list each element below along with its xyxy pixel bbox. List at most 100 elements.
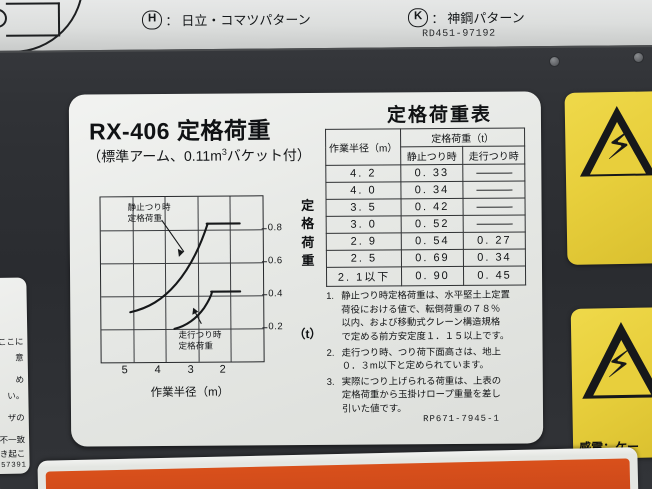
pattern-diagram-outline (0, 0, 85, 53)
cell-travel-load: 0. 34 (463, 248, 526, 267)
left-decal-line: ザの (7, 412, 25, 423)
note-number: 3. (326, 375, 335, 387)
col-header-static: 静止つり時 (400, 146, 463, 165)
cell-travel-load (462, 180, 526, 199)
cell-static-load: 0. 52 (401, 215, 464, 233)
warning-decal-bottom: ⚡ 感電；ケー (570, 307, 652, 459)
empty-value-dash (475, 172, 512, 174)
y-axis-unit: （t） (293, 326, 322, 342)
cell-static-load: 0. 34 (400, 181, 464, 199)
shock-triangle-icon (580, 321, 652, 399)
plate-part-code: RD451-97192 (422, 28, 496, 41)
warning-decal-top: ⚡ 警告 (564, 91, 652, 265)
table-row: 2. 5 0. 69 0. 34 (326, 248, 526, 268)
col-header-radius: 作業半径（m） (325, 128, 401, 166)
annotation-static-load: 静止つり時 定格荷重 (127, 201, 171, 224)
pattern-diagram-circle (0, 8, 8, 28)
leader-arrow-travel (192, 307, 199, 315)
x-tick-3: 2 (219, 363, 226, 376)
col-header-travel: 走行つり時 (462, 145, 525, 165)
left-decal-line: い。 (7, 390, 25, 401)
left-decal-line: 意 (15, 352, 24, 363)
left-partial-decal: ここに 意 め い。 ザの 不一致 き起こ 1-57391 (0, 277, 30, 475)
pattern-separator: ： (431, 10, 445, 27)
cell-static-load: 0. 33 (400, 164, 463, 182)
bolt-fastener (633, 52, 644, 63)
note-text: 走行つり時、つり荷下面高さは、地上 ０．３m以下と定められています。 (342, 344, 535, 373)
chart-curves (129, 219, 242, 330)
col-header-group: 定格荷重（t） (400, 127, 525, 147)
model-subtitle-post: バケット付） (226, 146, 311, 164)
y-axis-label: 定 格 荷 重 (300, 197, 315, 269)
notes-list: 1. 静止つり時定格荷重は、水平堅土上定置 荷役における値で、転倒荷重の７８％ 以内、… (326, 287, 535, 417)
bolt-fastener (549, 56, 560, 67)
empty-value-dash (476, 206, 513, 208)
pattern-key-k: K (407, 8, 429, 27)
model-subtitle-pre: （標準アーム、0.11m (87, 147, 222, 165)
cell-radius: 2. 1以下 (326, 266, 402, 287)
leader-line-static (161, 219, 185, 253)
pattern-legend-hitachi: H ： 日立・コマツパターン (141, 9, 311, 30)
cell-travel-load (463, 214, 526, 233)
x-tick-2: 3 (187, 363, 194, 376)
pattern-label-k: 神鋼パターン (447, 10, 525, 26)
note-number: 1. (326, 289, 335, 301)
note-item: 2. 走行つり時、つり荷下面高さは、地上 ０．３m以下と定められています。 (327, 344, 535, 373)
table-row: 2. 9 0. 54 0. 27 (326, 231, 526, 251)
page-title: RX-406 定格荷重 (88, 117, 271, 145)
warning-triangle-icon (578, 105, 652, 177)
y-tick-3: 0.2 (268, 321, 284, 333)
x-axis-label: 作業半径（m） (150, 386, 230, 400)
cell-static-load: 0. 90 (401, 266, 464, 286)
empty-value-dash (476, 223, 513, 225)
note-item: 3. 実際につり上げられる荷重は、上表の 定格荷重から玉掛けロープ重量を差し 引いた値… (327, 373, 535, 415)
rated-load-placard: RX-406 定格荷重 （標準アーム、0.11m3バケット付） 定格荷重表 作業… (68, 91, 544, 447)
y-tick-2: 0.4 (268, 288, 283, 300)
note-line: で定める前方安定度１．１５以上です。 (341, 329, 510, 342)
shock-triangle-inner (592, 339, 652, 396)
annotation-travel-load: 走行つり時 定格荷重 (178, 329, 222, 352)
warning-triangle-inner (589, 121, 646, 175)
table-row: 3. 5 0. 42 (326, 197, 526, 217)
note-number: 2. (326, 346, 335, 358)
rated-load-chart: 静止つり時 定格荷重 走行つり時 定格荷重 0.8 0.6 0.4 0.2 5 … (91, 193, 323, 425)
electric-bolt-icon: ⚡ (605, 123, 634, 169)
left-decal-line: き起こ (0, 448, 26, 459)
y-tick-0: 0.8 (267, 222, 283, 234)
cell-travel-load: 0. 27 (463, 231, 526, 250)
left-decal-line: 不一致 (0, 434, 26, 445)
cell-static-load: 0. 42 (401, 198, 464, 216)
cell-radius: 3. 5 (326, 198, 402, 217)
table-body: 4. 2 0. 33 4. 0 0. 34 3. 5 0. 42 3. 0 0. 52 2. 9… (325, 163, 526, 287)
y-tick-1: 0.6 (267, 255, 283, 267)
curve-static-rated-load (129, 222, 209, 314)
cell-radius: 2. 5 (326, 249, 402, 268)
table-row: 2. 1以下 0. 90 0. 45 (326, 265, 526, 287)
rated-load-table: 作業半径（m） 定格荷重（t） 静止つり時 走行つり時 4. 2 0. 33 4. … (325, 127, 526, 287)
model-subtitle: （標準アーム、0.11m3バケット付） (87, 145, 311, 167)
cell-travel-load (462, 163, 525, 182)
note-line: 以内、および移動式クレーン構造規格 (341, 315, 501, 329)
upper-control-pattern-plate: # H ： 日立・コマツパターン K ： 神鋼パターン RD451-97192 (0, 0, 652, 53)
note-line: 実際につり上げられる荷重は、上表の (341, 374, 502, 387)
pattern-legend-kobelco: K ： 神鋼パターン (407, 7, 525, 27)
cell-static-load: 0. 69 (401, 249, 464, 267)
table-row: 4. 2 0. 33 (325, 163, 525, 183)
placard-part-code: RP671-7945-1 (423, 413, 500, 425)
cell-travel-load (463, 197, 526, 216)
note-text: 実際につり上げられる荷重は、上表の 定格荷重から玉掛けロープ重量を差し 引いた値です… (342, 373, 535, 415)
cell-radius: 3. 0 (326, 215, 402, 234)
bottom-decal-orange-field (45, 458, 631, 489)
note-line: 走行つり時、つり荷下面高さは、地上 (341, 345, 502, 358)
note-item: 1. 静止つり時定格荷重は、水平堅土上定置 荷役における値で、転倒荷重の７８％ 以内、… (326, 287, 534, 343)
left-decal-line: め (15, 374, 25, 385)
left-decal-code: 1-57391 (0, 461, 27, 471)
empty-value-dash (475, 189, 512, 191)
pattern-diagram-box (5, 2, 61, 37)
pattern-separator: ： (165, 13, 179, 29)
pattern-label-h: 日立・コマツパターン (181, 12, 311, 29)
table-row: 3. 0 0. 52 (326, 214, 526, 234)
table-row: 4. 0 0. 34 (325, 180, 526, 200)
cell-radius: 4. 2 (325, 164, 401, 183)
